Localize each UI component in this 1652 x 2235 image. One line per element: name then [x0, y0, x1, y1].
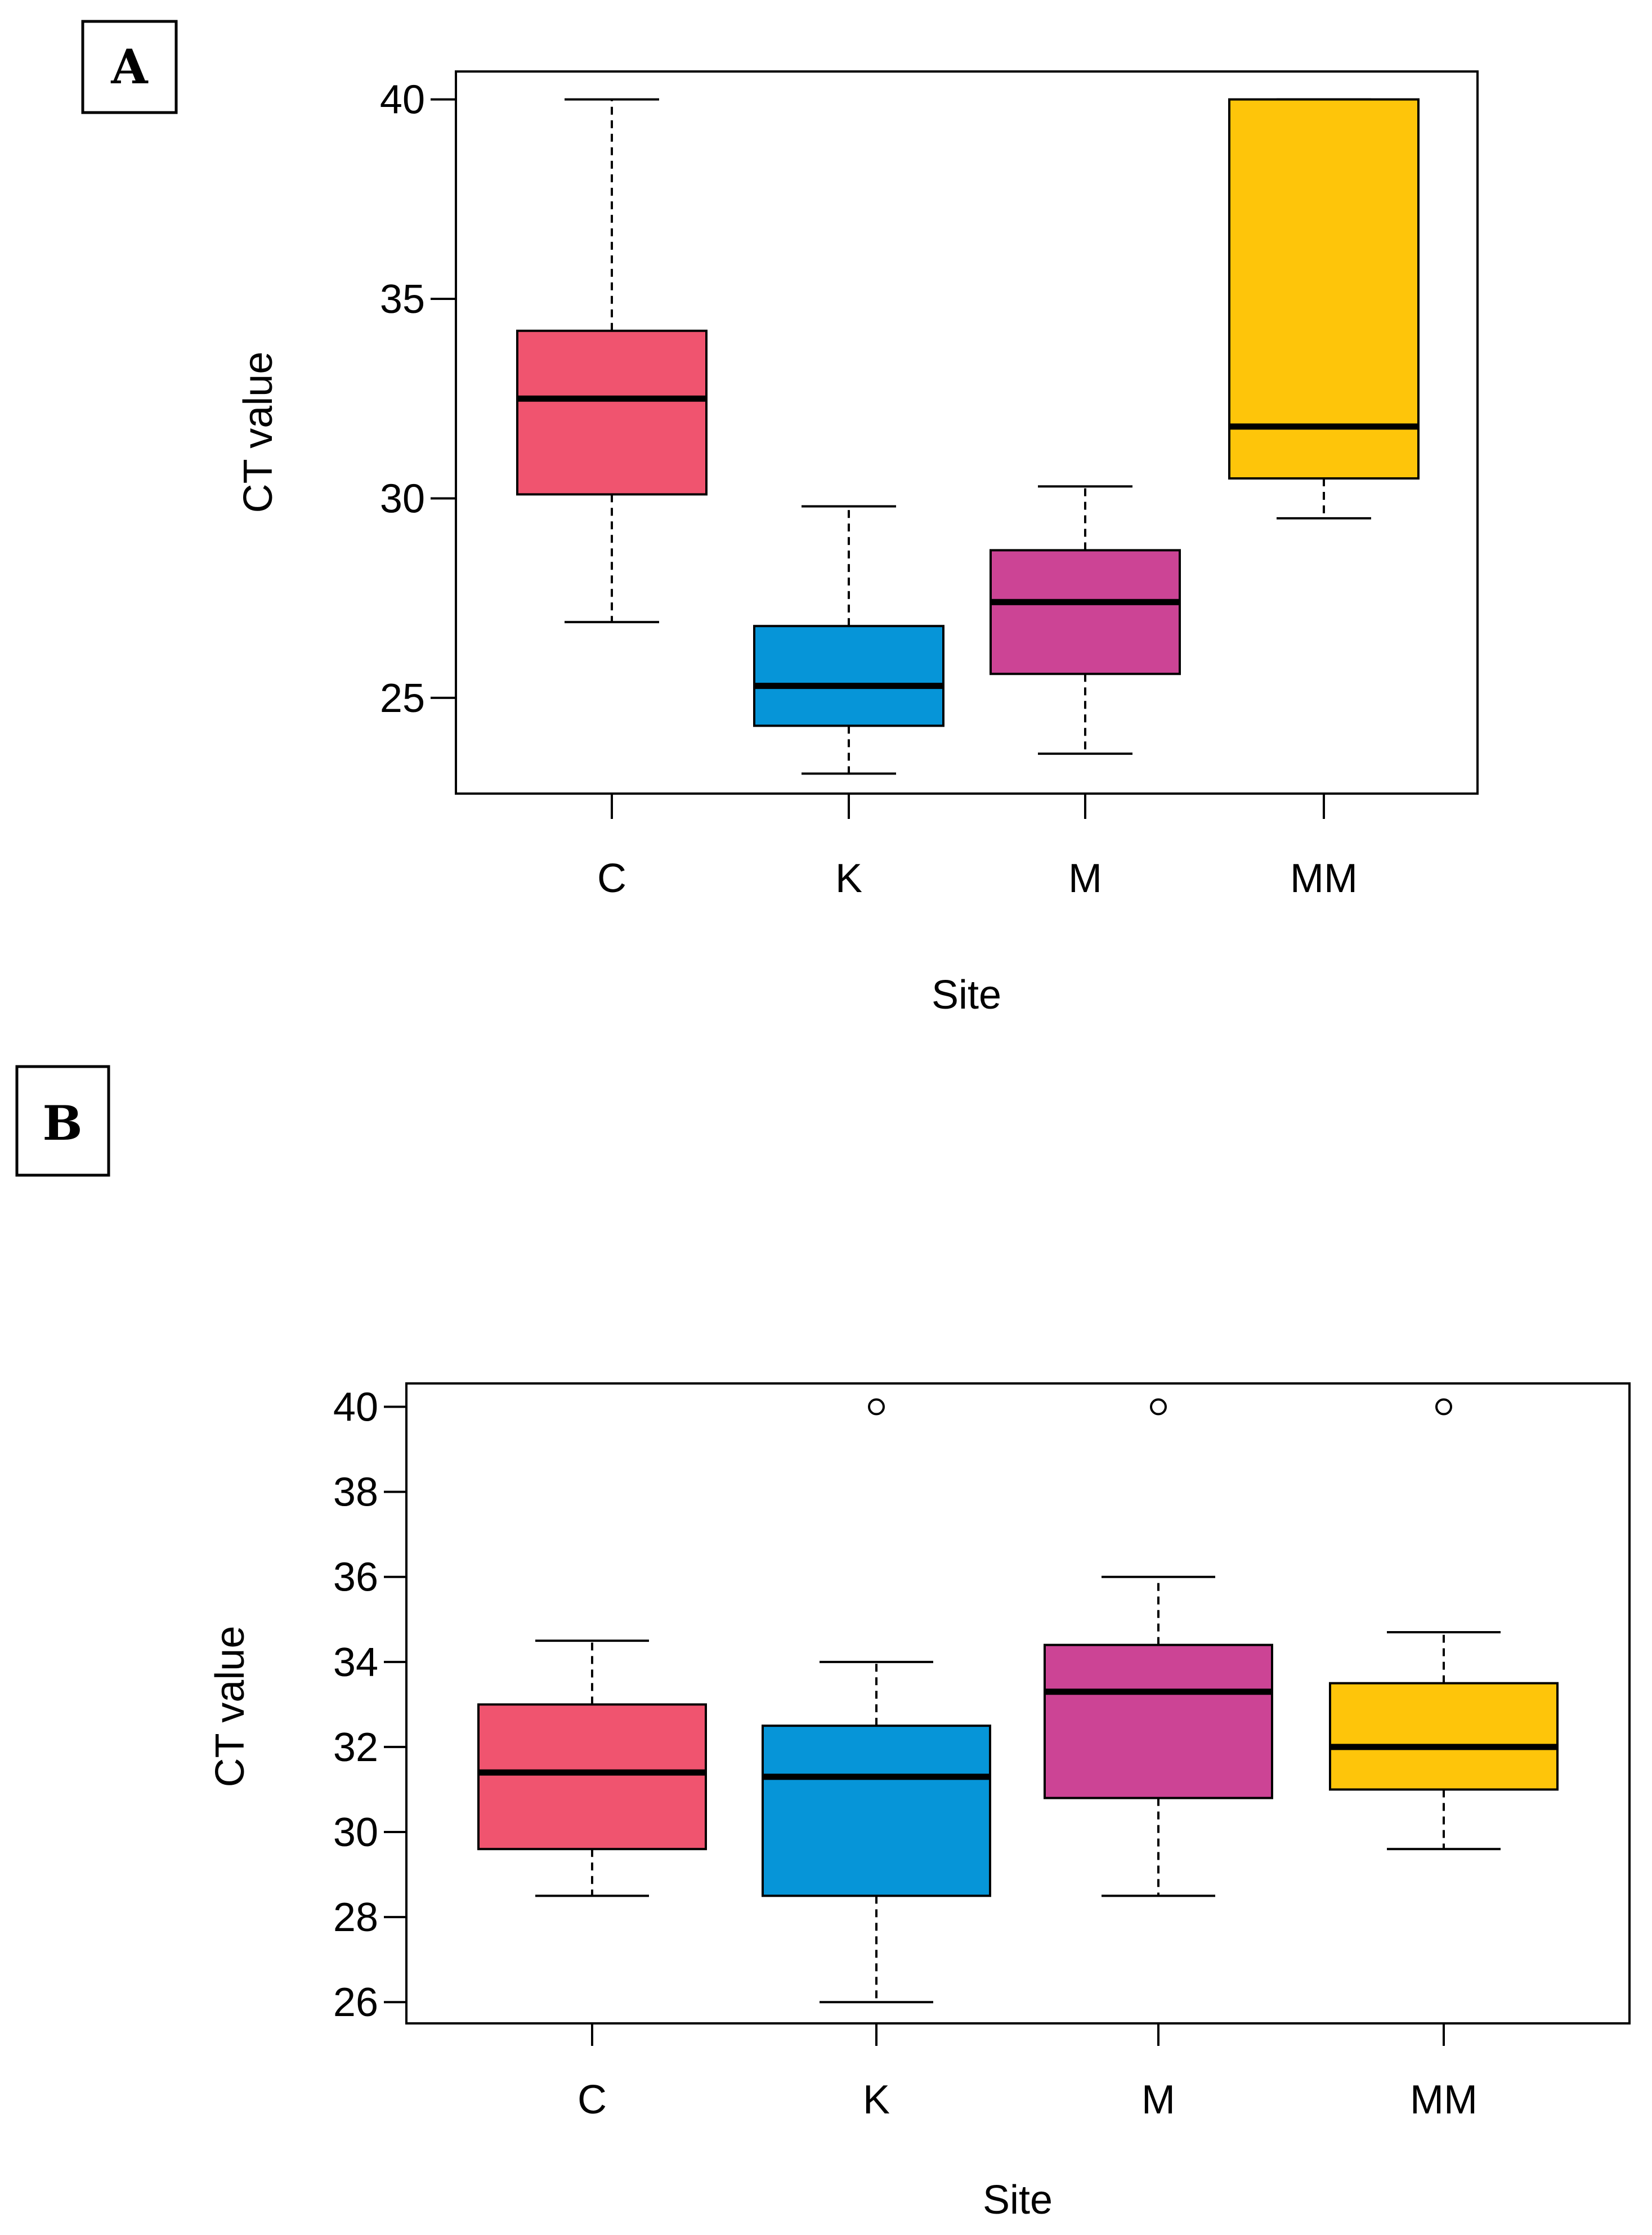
panel-b-x-tick-label: MM — [1410, 2077, 1478, 2122]
panel-b-x-tick-label: M — [1141, 2077, 1175, 2122]
panel-b-y-tick-label: 26 — [333, 1980, 378, 2025]
outlier-point — [1435, 1398, 1452, 1416]
iqr-box — [990, 549, 1181, 675]
panel-b-label-text: B — [43, 1095, 83, 1151]
panel-b-y-tick-label: 34 — [333, 1640, 378, 1685]
panel-a-y-tick-label: 35 — [380, 277, 425, 322]
panel-b-y-tick-label: 28 — [333, 1895, 378, 1940]
panel-b-box-mm: MM — [1329, 1398, 1559, 2122]
panel-a-x-axis-title: Site — [932, 973, 1001, 1018]
panel-a-y-tick-label: 30 — [380, 476, 425, 521]
panel-a-box-m: M — [990, 485, 1181, 901]
panel-a-y-axis-title: CT value — [236, 352, 281, 513]
panel-b-y-tick-label: 38 — [333, 1470, 378, 1515]
panel-a-label: A — [81, 20, 178, 114]
iqr-box — [477, 1703, 707, 1851]
panel-b-box-m: M — [1044, 1398, 1273, 2122]
panel-b-y-tick-label: 40 — [333, 1385, 378, 1430]
panel-a-label-text: A — [110, 39, 149, 95]
panel-a-y-tick-label: 40 — [380, 78, 425, 123]
panel-b-y-axis-title: CT value — [208, 1626, 253, 1788]
iqr-box — [753, 625, 944, 727]
panel-b-y-tick-label: 30 — [333, 1810, 378, 1855]
panel-a-x-tick-label: K — [835, 856, 862, 901]
panel-a-x-tick-label: MM — [1290, 856, 1358, 901]
panel-a-box-c: C — [516, 98, 708, 901]
iqr-box — [1329, 1682, 1559, 1791]
iqr-box — [762, 1725, 991, 1897]
panel-b-x-axis-title: Site — [983, 2178, 1053, 2223]
outlier-point — [868, 1398, 885, 1416]
outlier-point — [1150, 1398, 1167, 1416]
iqr-box — [516, 329, 708, 496]
panel-a-y-tick-label: 25 — [380, 676, 425, 721]
panel-a-box-k: K — [753, 505, 944, 901]
panel-a-x-tick-label: M — [1068, 856, 1102, 901]
panel-b-y-tick-label: 32 — [333, 1725, 378, 1770]
panel-b-label: B — [15, 1065, 110, 1177]
iqr-box — [1044, 1643, 1273, 1799]
iqr-box — [1228, 98, 1420, 480]
panel-b-y-tick-label: 36 — [333, 1555, 378, 1600]
panel-b-box-k: K — [762, 1398, 991, 2122]
panel-a-box-mm: MM — [1228, 98, 1420, 901]
panel-b-x-tick-label: C — [577, 2077, 607, 2122]
panel-a-x-tick-label: C — [597, 856, 626, 901]
panel-b-box-c: C — [477, 1640, 707, 2122]
panel-b-x-tick-label: K — [863, 2077, 890, 2122]
